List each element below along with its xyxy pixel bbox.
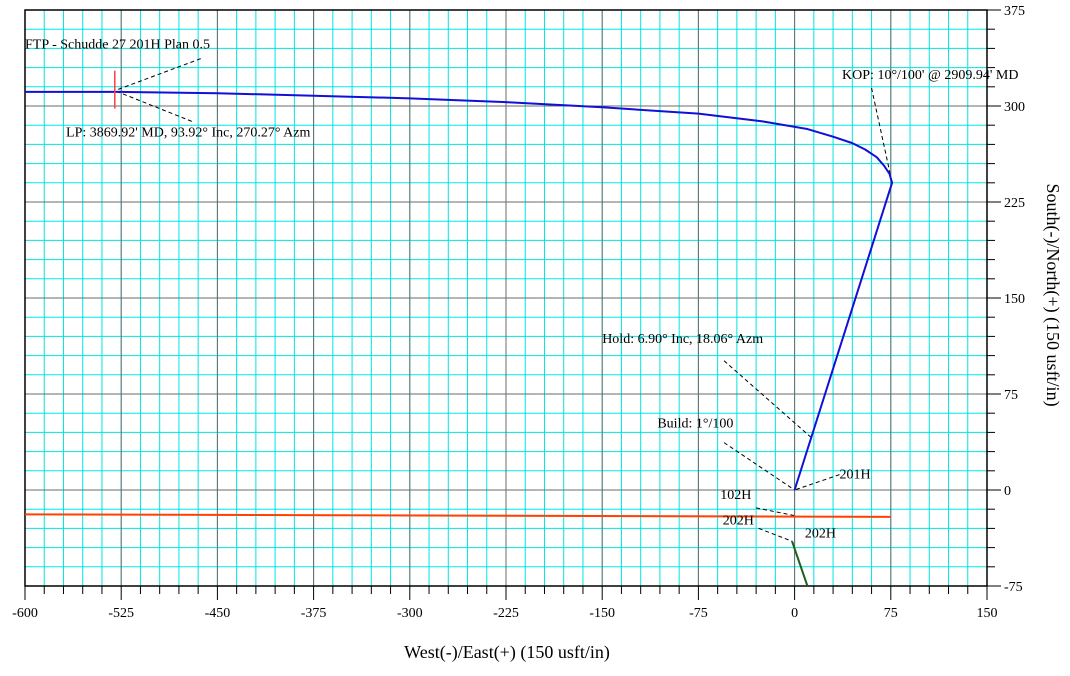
x-tick-label: -600 [12, 606, 38, 621]
series-line-201h [25, 90, 894, 491]
annotations: FTP - Schudde 27 201H Plan 0.5 LP: 3869.9… [25, 37, 1018, 541]
y-tick-label: 75 [1004, 388, 1018, 403]
y-tick-label: -75 [1004, 580, 1023, 595]
annotation-leader [794, 474, 840, 491]
annotation-label: 201H [839, 467, 870, 482]
annotation-label: KOP: 10°/100' @ 2909.94' MD [842, 68, 1018, 83]
annotation-label: 102H [720, 488, 751, 503]
annotation-label: Hold: 6.90° Inc, 18.06° Azm [602, 332, 763, 347]
x-tick-label: 150 [977, 606, 998, 621]
x-tick-label: -75 [689, 606, 708, 621]
x-tick-label: -300 [397, 606, 423, 621]
x-tick-label: -225 [493, 606, 519, 621]
annotation-label: 202H [805, 526, 836, 541]
y-tick-label: 375 [1004, 4, 1025, 19]
x-tick-label: -525 [108, 606, 134, 621]
y-tick-label: 0 [1004, 484, 1011, 499]
x-tick-label: -450 [205, 606, 231, 621]
x-tick-label: 0 [791, 606, 798, 621]
series-line-102h [24, 513, 891, 518]
x-tick-label: -150 [589, 606, 615, 621]
x-axis-title: West(-)/East(+) (150 usft/in) [404, 642, 610, 663]
annotation-leaders [114, 58, 893, 542]
annotation-label: LP: 3869.92' MD, 93.92° Inc, 270.27° Azm [66, 126, 310, 141]
annotation-leader [871, 87, 893, 183]
series-group [24, 70, 894, 587]
x-tick-label: -375 [301, 606, 327, 621]
annotation-label: 202H [723, 514, 754, 529]
x-tick-label: 75 [884, 606, 898, 621]
major-grid [24, 9, 988, 587]
series-line-202h [791, 540, 809, 587]
annotation-leader [114, 58, 201, 92]
annotation-leader [723, 442, 795, 491]
annotation-label: Build: 1°/100 [657, 416, 733, 431]
axes: -600 -525 -450 -375 -300 -225 -150 -75 0 75 150 -75… [12, 4, 1025, 621]
y-tick-label: 300 [1004, 100, 1025, 115]
annotation-leader [758, 527, 793, 542]
y-tick-label: 150 [1004, 292, 1025, 307]
annotation-label: FTP - Schudde 27 201H Plan 0.5 [25, 37, 210, 52]
y-axis-title: South(-)/North(+) (150 usft/in) [1042, 183, 1063, 406]
annotation-leader [723, 360, 812, 438]
y-tick-label: 225 [1004, 196, 1025, 211]
